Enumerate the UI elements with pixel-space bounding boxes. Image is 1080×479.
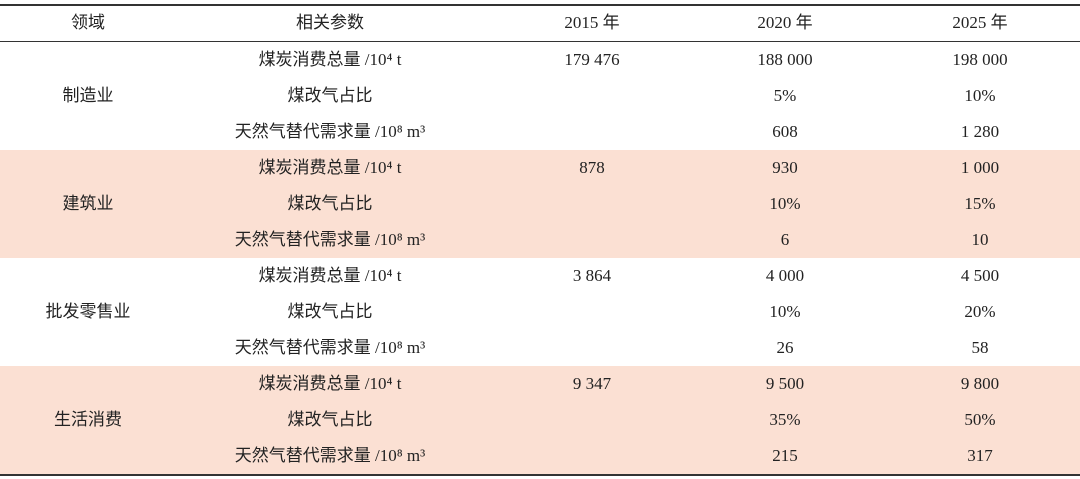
header-cell: 2020 年: [757, 13, 813, 32]
header-rule: [0, 41, 1080, 42]
value-cell: 317: [967, 446, 993, 465]
header-cell: 领域: [71, 13, 105, 32]
value-cell: 215: [772, 446, 798, 465]
value-cell: 6: [780, 230, 790, 249]
group-name: 制造业: [62, 86, 114, 105]
value-cell: 1 000: [960, 158, 1000, 177]
value-cell: 20%: [964, 302, 996, 321]
value-cell: 3 864: [572, 266, 612, 285]
param-cell: 天然气替代需求量 /10⁸ m³: [234, 338, 426, 357]
row-band: [0, 150, 1080, 258]
value-cell: 179 476: [564, 50, 620, 69]
param-cell: 煤炭消费总量 /10⁴ t: [258, 158, 402, 177]
group-name: 生活消费: [54, 410, 122, 429]
bottom-rule: [0, 474, 1080, 476]
value-cell: 188 000: [757, 50, 813, 69]
value-cell: 4 000: [765, 266, 805, 285]
param-cell: 煤改气占比: [287, 410, 373, 429]
header-cell: 2025 年: [952, 13, 1008, 32]
group-name: 建筑业: [62, 194, 114, 213]
value-cell: 1 280: [960, 122, 1000, 141]
header-cell: 2015 年: [564, 13, 620, 32]
value-cell: 608: [772, 122, 798, 141]
value-cell: 878: [579, 158, 605, 177]
group-name: 批发零售业: [45, 302, 131, 321]
param-cell: 煤改气占比: [287, 86, 373, 105]
param-cell: 煤炭消费总量 /10⁴ t: [258, 266, 402, 285]
value-cell: 58: [971, 338, 989, 357]
value-cell: 10%: [769, 302, 801, 321]
param-cell: 煤炭消费总量 /10⁴ t: [258, 50, 402, 69]
param-cell: 天然气替代需求量 /10⁸ m³: [234, 446, 426, 465]
value-cell: 10%: [769, 194, 801, 213]
top-rule: [0, 4, 1080, 6]
value-cell: 10: [971, 230, 989, 249]
value-cell: 9 800: [960, 374, 1000, 393]
param-cell: 煤改气占比: [287, 194, 373, 213]
value-cell: 50%: [964, 410, 996, 429]
value-cell: 26: [776, 338, 794, 357]
param-cell: 煤改气占比: [287, 302, 373, 321]
value-cell: 15%: [964, 194, 996, 213]
value-cell: 9 347: [572, 374, 612, 393]
row-band: [0, 366, 1080, 474]
value-cell: 5%: [773, 86, 797, 105]
value-cell: 35%: [769, 410, 801, 429]
value-cell: 4 500: [960, 266, 1000, 285]
value-cell: 930: [772, 158, 798, 177]
value-cell: 198 000: [952, 50, 1008, 69]
value-cell: 9 500: [765, 374, 805, 393]
value-cell: 10%: [964, 86, 996, 105]
param-cell: 煤炭消费总量 /10⁴ t: [258, 374, 402, 393]
header-cell: 相关参数: [296, 13, 364, 32]
param-cell: 天然气替代需求量 /10⁸ m³: [234, 122, 426, 141]
param-cell: 天然气替代需求量 /10⁸ m³: [234, 230, 426, 249]
